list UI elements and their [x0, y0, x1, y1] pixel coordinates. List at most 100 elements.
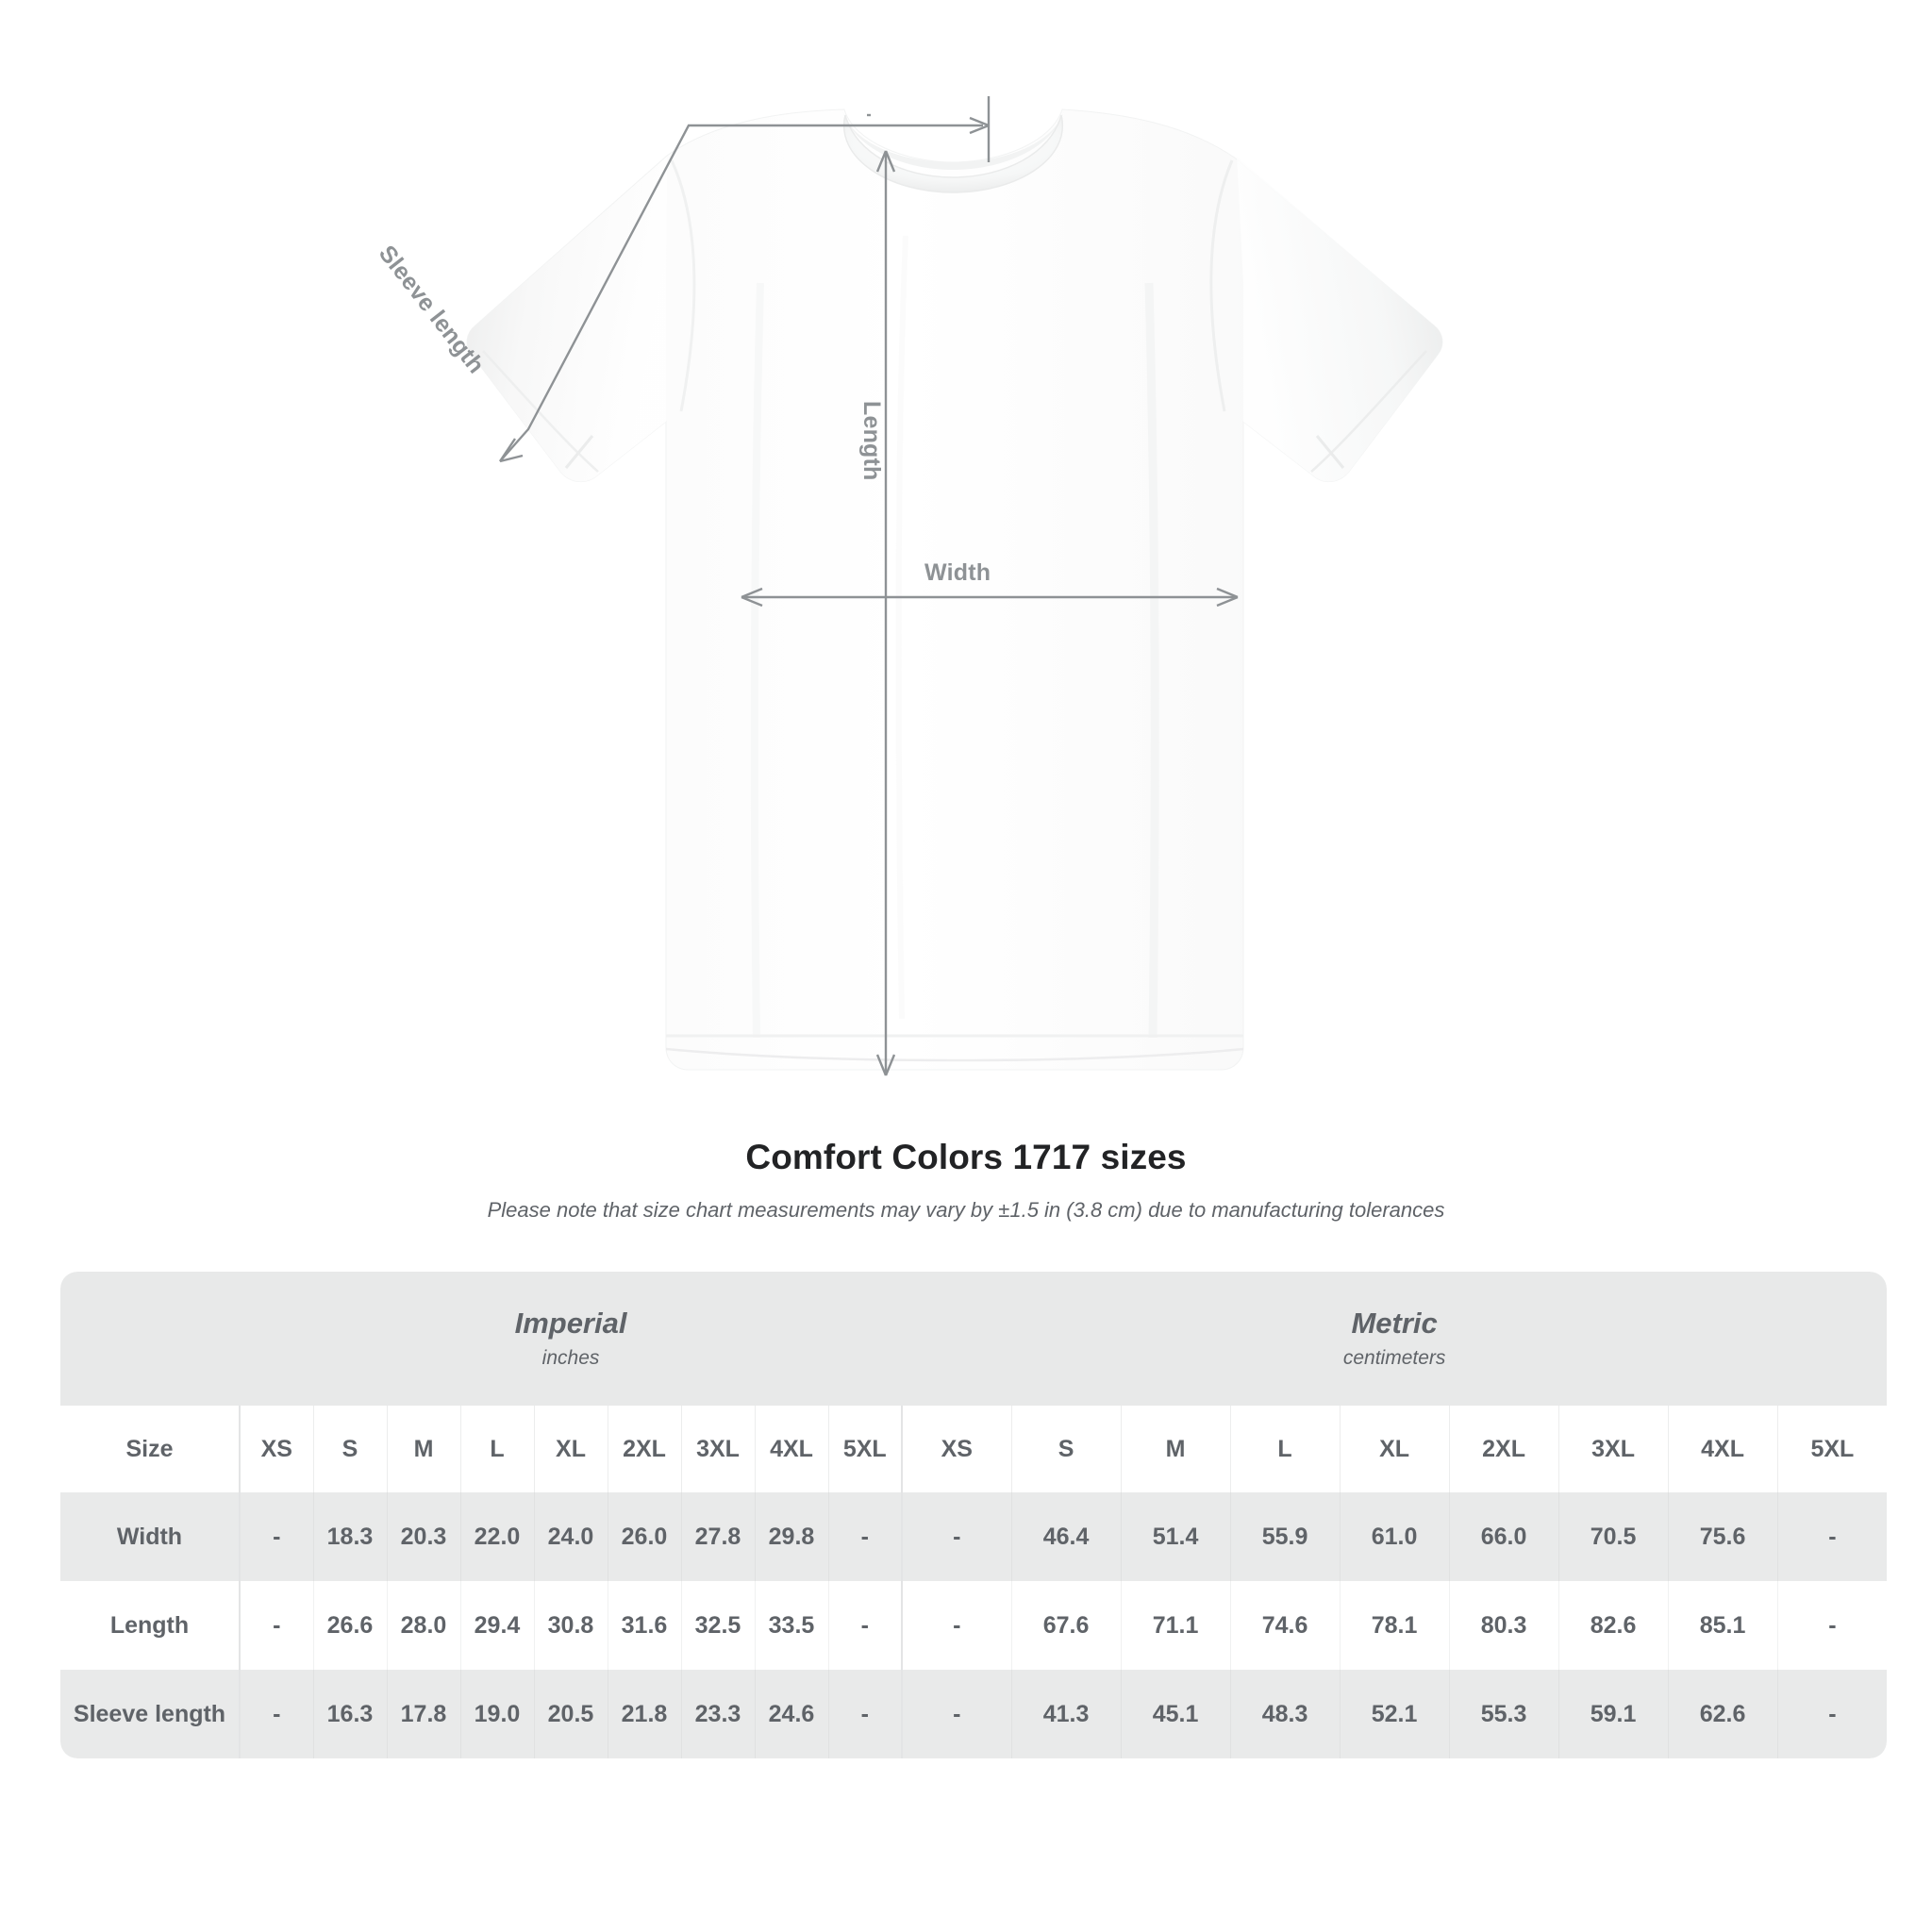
- size-header-imperial-2xl: 2XL: [607, 1406, 681, 1492]
- cell-length-metric-s: 67.6: [1010, 1581, 1122, 1670]
- cell-sleeve-imperial-l: 19.0: [459, 1670, 534, 1758]
- cell-sleeve-metric-xl: 52.1: [1339, 1670, 1450, 1758]
- size-header-metric-m: M: [1120, 1406, 1231, 1492]
- cell-length-imperial-m: 28.0: [386, 1581, 460, 1670]
- cell-sleeve-metric-xs: -: [901, 1670, 1012, 1758]
- cell-width-imperial-xl: 24.0: [533, 1492, 608, 1581]
- tolerance-note: Please note that size chart measurements…: [487, 1198, 1445, 1222]
- imperial-unit: inches: [541, 1347, 600, 1370]
- cell-width-imperial-4xl: 29.8: [754, 1492, 828, 1581]
- size-header-imperial-3xl: 3XL: [680, 1406, 755, 1492]
- cell-length-metric-5xl: -: [1776, 1581, 1888, 1670]
- table-row: Length - 26.6 28.0 29.4 30.8 31.6 32.5 3…: [60, 1581, 1888, 1670]
- size-header-imperial-xl: XL: [533, 1406, 608, 1492]
- cell-length-imperial-5xl: -: [827, 1581, 903, 1670]
- length-dimension-label: Length: [858, 401, 885, 481]
- size-header-imperial-5xl: 5XL: [827, 1406, 903, 1492]
- tshirt-body-shape: [466, 108, 1443, 1071]
- row-label-width: Width: [60, 1492, 240, 1581]
- cell-length-imperial-xs: -: [239, 1581, 313, 1670]
- chart-heading-block: Comfort Colors 1717 sizes Please note th…: [0, 1138, 1932, 1223]
- cell-length-metric-l: 74.6: [1229, 1581, 1341, 1670]
- cell-sleeve-imperial-2xl: 21.8: [607, 1670, 681, 1758]
- size-chart-table: Imperial inches Metric centimeters Size …: [60, 1272, 1888, 1758]
- cell-length-imperial-4xl: 33.5: [754, 1581, 828, 1670]
- cell-sleeve-imperial-4xl: 24.6: [754, 1670, 828, 1758]
- cell-sleeve-imperial-5xl: -: [827, 1670, 903, 1758]
- measurement-lines: [499, 96, 1239, 1076]
- cell-width-imperial-2xl: 26.0: [607, 1492, 681, 1581]
- cell-sleeve-metric-4xl: 62.6: [1667, 1670, 1778, 1758]
- table-row: Sleeve length - 16.3 17.8 19.0 20.5 21.8…: [60, 1670, 1888, 1758]
- table-row: Width - 18.3 20.3 22.0 24.0 26.0 27.8 29…: [60, 1492, 1888, 1581]
- cell-width-metric-s: 46.4: [1010, 1492, 1122, 1581]
- size-header-imperial-m: M: [386, 1406, 460, 1492]
- size-header-metric-5xl: 5XL: [1776, 1406, 1888, 1492]
- cell-width-imperial-5xl: -: [827, 1492, 903, 1581]
- cell-sleeve-metric-3xl: 59.1: [1557, 1670, 1669, 1758]
- row-label-length: Length: [60, 1581, 240, 1670]
- metric-label: Metric: [1351, 1306, 1438, 1340]
- cell-width-metric-3xl: 70.5: [1557, 1492, 1669, 1581]
- cell-width-imperial-l: 22.0: [459, 1492, 534, 1581]
- cell-width-imperial-3xl: 27.8: [680, 1492, 755, 1581]
- cell-length-metric-xl: 78.1: [1339, 1581, 1450, 1670]
- unit-header-row: Imperial inches Metric centimeters: [60, 1272, 1888, 1406]
- metric-unit: centimeters: [1342, 1347, 1446, 1370]
- cell-length-metric-m: 71.1: [1120, 1581, 1231, 1670]
- size-chart-table-wrapper: Imperial inches Metric centimeters Size …: [60, 1272, 1888, 1758]
- cell-length-imperial-l: 29.4: [459, 1581, 534, 1670]
- size-header-imperial-4xl: 4XL: [754, 1406, 828, 1492]
- cell-width-metric-2xl: 66.0: [1448, 1492, 1559, 1581]
- sleeve-measure-line: [499, 124, 983, 462]
- size-header-metric-3xl: 3XL: [1557, 1406, 1669, 1492]
- width-dimension-label: Width: [924, 559, 991, 586]
- size-header-metric-s: S: [1010, 1406, 1122, 1492]
- cell-width-metric-5xl: -: [1776, 1492, 1888, 1581]
- cell-length-imperial-2xl: 31.6: [607, 1581, 681, 1670]
- table-corner-cell: [60, 1272, 240, 1406]
- cell-sleeve-imperial-xs: -: [239, 1670, 313, 1758]
- cell-sleeve-imperial-xl: 20.5: [533, 1670, 608, 1758]
- size-header-metric-l: L: [1229, 1406, 1341, 1492]
- cell-length-metric-xs: -: [901, 1581, 1012, 1670]
- cell-sleeve-metric-l: 48.3: [1229, 1670, 1341, 1758]
- cell-sleeve-imperial-m: 17.8: [386, 1670, 460, 1758]
- cell-width-metric-m: 51.4: [1120, 1492, 1231, 1581]
- cell-width-metric-l: 55.9: [1229, 1492, 1341, 1581]
- size-header-row: Size XS S M L XL 2XL 3XL 4XL 5XL XS S M …: [60, 1406, 1888, 1492]
- cell-sleeve-imperial-3xl: 23.3: [680, 1670, 755, 1758]
- imperial-label: Imperial: [514, 1306, 627, 1340]
- size-header-imperial-s: S: [312, 1406, 387, 1492]
- size-header-imperial-xs: XS: [239, 1406, 313, 1492]
- cell-width-metric-4xl: 75.6: [1667, 1492, 1778, 1581]
- imperial-group-header: Imperial inches: [240, 1272, 903, 1406]
- cell-sleeve-metric-s: 41.3: [1010, 1670, 1122, 1758]
- cell-length-metric-3xl: 82.6: [1557, 1581, 1669, 1670]
- cell-width-imperial-s: 18.3: [312, 1492, 387, 1581]
- cell-sleeve-metric-2xl: 55.3: [1448, 1670, 1559, 1758]
- metric-group-header: Metric centimeters: [902, 1272, 1888, 1406]
- cell-length-imperial-3xl: 32.5: [680, 1581, 755, 1670]
- row-label-sleeve-length: Sleeve length: [60, 1670, 240, 1758]
- cell-length-imperial-xl: 30.8: [533, 1581, 608, 1670]
- size-header-metric-4xl: 4XL: [1667, 1406, 1778, 1492]
- cell-length-metric-4xl: 85.1: [1667, 1581, 1778, 1670]
- cell-width-imperial-xs: -: [239, 1492, 313, 1581]
- cell-width-imperial-m: 20.3: [386, 1492, 460, 1581]
- cell-width-metric-xl: 61.0: [1339, 1492, 1450, 1581]
- cell-sleeve-imperial-s: 16.3: [312, 1670, 387, 1758]
- size-header-imperial-l: L: [459, 1406, 534, 1492]
- cell-sleeve-metric-m: 45.1: [1120, 1670, 1231, 1758]
- size-header-metric-xs: XS: [901, 1406, 1012, 1492]
- tshirt-diagram: Sleeve length Length Width: [374, 96, 1443, 1076]
- size-header-metric-2xl: 2XL: [1448, 1406, 1559, 1492]
- cell-length-imperial-s: 26.6: [312, 1581, 387, 1670]
- cell-width-metric-xs: -: [901, 1492, 1012, 1581]
- size-header-metric-xl: XL: [1339, 1406, 1450, 1492]
- cell-sleeve-metric-5xl: -: [1776, 1670, 1888, 1758]
- tshirt-illustration: [466, 96, 1443, 1076]
- page-title: Comfort Colors 1717 sizes: [745, 1138, 1187, 1176]
- size-column-label: Size: [60, 1406, 240, 1492]
